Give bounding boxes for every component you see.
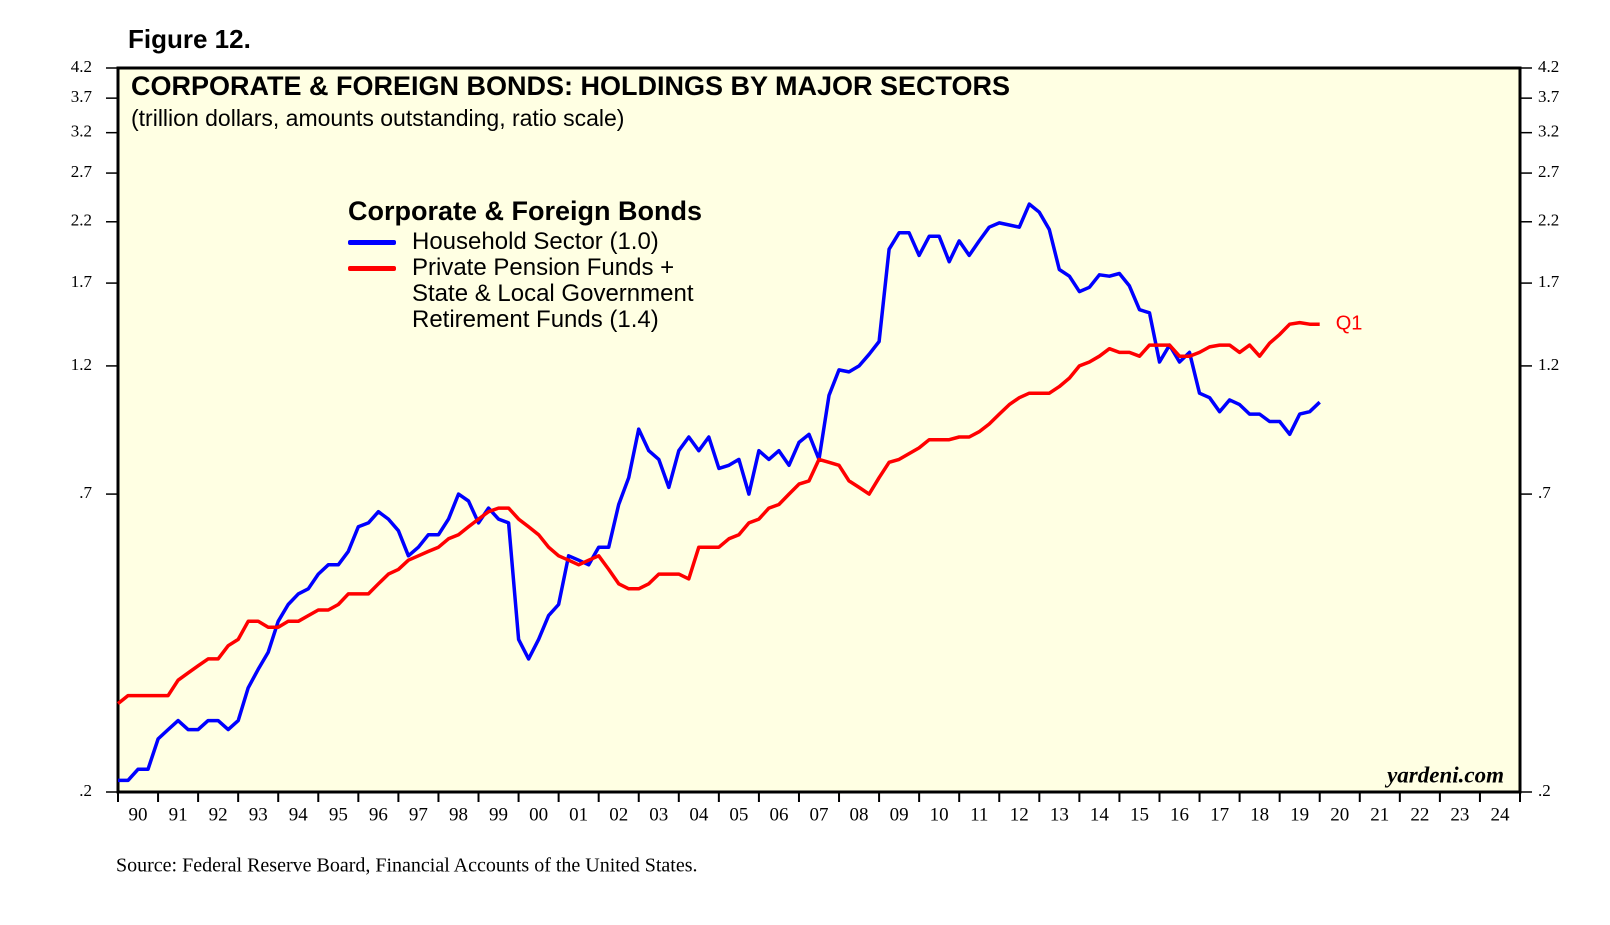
x-tick-label: 03 bbox=[649, 804, 668, 825]
x-tick-label: 17 bbox=[1210, 804, 1229, 825]
y-tick-label: 3.2 bbox=[71, 122, 92, 141]
chart-subtitle: (trillion dollars, amounts outstanding, … bbox=[131, 105, 624, 131]
x-tick-label: 97 bbox=[409, 804, 428, 825]
x-tick-label: 10 bbox=[930, 804, 949, 825]
y-tick-label: 2.7 bbox=[71, 162, 93, 181]
legend: Corporate & Foreign Bonds Household Sect… bbox=[348, 196, 702, 333]
y2-tick-label: 3.2 bbox=[1538, 122, 1559, 141]
y2-tick-label: 1.2 bbox=[1538, 355, 1559, 374]
x-tick-label: 14 bbox=[1090, 804, 1110, 825]
x-tick-label: 20 bbox=[1330, 804, 1349, 825]
legend-label: Private Pension Funds + State & Local Go… bbox=[412, 254, 694, 333]
legend-item: Household Sector (1.0) bbox=[348, 229, 702, 255]
x-tick-label: 90 bbox=[129, 804, 148, 825]
x-tick-label: 99 bbox=[489, 804, 508, 825]
x-tick-label: 09 bbox=[890, 804, 909, 825]
x-tick-label: 06 bbox=[769, 804, 788, 825]
y-tick-label: .2 bbox=[79, 781, 92, 800]
x-tick-label: 22 bbox=[1410, 804, 1429, 825]
legend-item: Private Pension Funds + State & Local Go… bbox=[348, 255, 702, 333]
y-tick-label: 1.2 bbox=[71, 355, 92, 374]
x-tick-label: 21 bbox=[1370, 804, 1389, 825]
x-tick-label: 93 bbox=[249, 804, 268, 825]
x-tick-label: 91 bbox=[169, 804, 188, 825]
x-tick-label: 98 bbox=[449, 804, 468, 825]
y-tick-label: 2.2 bbox=[71, 211, 92, 230]
x-tick-label: 19 bbox=[1290, 804, 1309, 825]
legend-swatch bbox=[348, 266, 396, 271]
x-tick-label: 13 bbox=[1050, 804, 1069, 825]
y2-tick-label: 3.7 bbox=[1538, 87, 1560, 106]
x-tick-label: 95 bbox=[329, 804, 348, 825]
chart-title: CORPORATE & FOREIGN BONDS: HOLDINGS BY M… bbox=[131, 71, 1010, 101]
legend-title: Corporate & Foreign Bonds bbox=[348, 196, 703, 226]
x-tick-label: 96 bbox=[369, 804, 388, 825]
x-tick-label: 94 bbox=[289, 804, 309, 825]
series-line bbox=[116, 320, 1320, 705]
figure-label: Figure 12. bbox=[128, 24, 251, 54]
x-tick-label: 00 bbox=[529, 804, 548, 825]
watermark: yardeni.com bbox=[1384, 762, 1504, 787]
y2-tick-label: 4.2 bbox=[1538, 57, 1559, 76]
legend-swatch bbox=[348, 240, 396, 245]
x-tick-label: 18 bbox=[1250, 804, 1269, 825]
x-tick-label: 92 bbox=[209, 804, 228, 825]
y2-tick-label: 2.2 bbox=[1538, 211, 1559, 230]
y-tick-label: 4.2 bbox=[71, 57, 92, 76]
y2-tick-label: 2.7 bbox=[1538, 162, 1560, 181]
x-tick-label: 11 bbox=[970, 804, 988, 825]
y2-tick-label: .7 bbox=[1538, 483, 1551, 502]
x-tick-label: 02 bbox=[609, 804, 628, 825]
plot-area bbox=[116, 66, 1522, 794]
x-tick-label: 15 bbox=[1130, 804, 1149, 825]
y2-tick-label: 1.7 bbox=[1538, 272, 1560, 291]
y2-tick-label: .2 bbox=[1538, 781, 1551, 800]
x-tick-label: 16 bbox=[1170, 804, 1189, 825]
y-tick-label: 3.7 bbox=[71, 87, 93, 106]
x-tick-label: 12 bbox=[1010, 804, 1029, 825]
series-line bbox=[118, 202, 1321, 783]
x-tick-label: 23 bbox=[1450, 804, 1469, 825]
x-tick-label: 05 bbox=[729, 804, 748, 825]
y-tick-label: .7 bbox=[79, 483, 92, 502]
legend-label: Household Sector (1.0) bbox=[412, 228, 659, 255]
x-tick-label: 08 bbox=[850, 804, 869, 825]
x-tick-label: 04 bbox=[689, 804, 709, 825]
x-tick-label: 24 bbox=[1490, 804, 1510, 825]
annotation: Q1 bbox=[1336, 312, 1363, 334]
x-tick-label: 07 bbox=[810, 804, 829, 825]
source: Source: Federal Reserve Board, Financial… bbox=[116, 855, 698, 877]
y-tick-label: 1.7 bbox=[71, 272, 93, 291]
x-tick-label: 01 bbox=[569, 804, 588, 825]
